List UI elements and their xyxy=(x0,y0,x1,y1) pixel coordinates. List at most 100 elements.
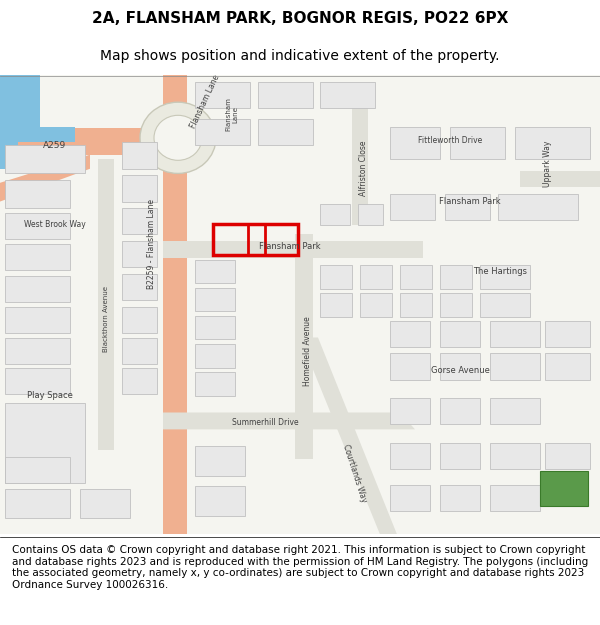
Bar xyxy=(390,353,430,379)
Bar xyxy=(360,265,392,289)
Bar xyxy=(445,194,490,220)
Bar xyxy=(490,353,540,379)
Text: Flansham
Lane: Flansham Lane xyxy=(226,98,239,131)
Bar xyxy=(360,294,392,317)
Text: Flansham Lane: Flansham Lane xyxy=(188,73,221,129)
Bar xyxy=(122,208,157,234)
Bar xyxy=(390,398,430,424)
Bar xyxy=(440,265,472,289)
Text: Gorse Avenue: Gorse Avenue xyxy=(431,366,490,375)
Text: Summerhill Drive: Summerhill Drive xyxy=(232,418,298,428)
Bar xyxy=(358,204,383,225)
Bar xyxy=(390,321,430,347)
Bar xyxy=(440,485,480,511)
Bar xyxy=(440,398,480,424)
Bar xyxy=(0,128,200,154)
Bar xyxy=(515,126,590,159)
Bar xyxy=(295,234,313,459)
Bar xyxy=(390,485,430,511)
Bar xyxy=(5,244,70,270)
Bar xyxy=(195,372,235,396)
Bar xyxy=(400,294,432,317)
Bar xyxy=(490,485,540,511)
Bar xyxy=(122,274,157,300)
Bar xyxy=(195,344,235,367)
Bar xyxy=(163,241,423,258)
Polygon shape xyxy=(0,154,90,201)
Bar xyxy=(545,442,590,469)
Bar xyxy=(5,456,70,482)
Circle shape xyxy=(154,115,202,160)
Circle shape xyxy=(140,102,216,173)
Bar xyxy=(520,171,600,187)
Bar xyxy=(195,81,250,107)
Bar xyxy=(5,145,85,173)
Bar xyxy=(5,489,70,518)
Bar xyxy=(498,194,578,220)
Text: Contains OS data © Crown copyright and database right 2021. This information is : Contains OS data © Crown copyright and d… xyxy=(12,545,588,590)
Text: Courtlands Way: Courtlands Way xyxy=(341,443,368,504)
Bar xyxy=(195,486,245,516)
Bar xyxy=(122,142,157,169)
Bar xyxy=(352,94,368,225)
Bar xyxy=(320,204,350,225)
Polygon shape xyxy=(300,338,397,534)
Bar xyxy=(213,224,298,255)
Bar xyxy=(490,442,540,469)
Text: Homefield Avenue: Homefield Avenue xyxy=(304,317,313,386)
Text: Flansham Park: Flansham Park xyxy=(259,242,321,251)
Bar xyxy=(545,353,590,379)
Polygon shape xyxy=(163,412,415,429)
Bar xyxy=(122,306,157,332)
Bar xyxy=(5,213,70,239)
Text: The Hartings: The Hartings xyxy=(473,268,527,276)
Bar xyxy=(440,442,480,469)
Bar xyxy=(490,321,540,347)
Bar xyxy=(5,338,70,364)
Bar xyxy=(258,119,313,145)
Bar xyxy=(98,159,114,450)
Bar xyxy=(258,81,313,107)
Text: Map shows position and indicative extent of the property.: Map shows position and indicative extent… xyxy=(100,49,500,63)
Bar xyxy=(195,316,235,339)
Bar xyxy=(195,288,235,311)
Text: Fittleworth Drive: Fittleworth Drive xyxy=(418,136,482,145)
Bar xyxy=(320,81,375,107)
Bar xyxy=(195,260,235,283)
Bar xyxy=(122,175,157,201)
Bar xyxy=(490,398,540,424)
Bar xyxy=(545,321,590,347)
Polygon shape xyxy=(0,126,75,142)
Bar xyxy=(440,353,480,379)
Text: Alfriston Close: Alfriston Close xyxy=(359,141,367,196)
Bar xyxy=(390,126,440,159)
Bar xyxy=(320,265,352,289)
Text: B2259 - Flansham Lane: B2259 - Flansham Lane xyxy=(148,199,157,289)
Text: West Brook Way: West Brook Way xyxy=(24,221,86,229)
Text: Flansham Park: Flansham Park xyxy=(439,197,501,206)
Bar xyxy=(5,403,85,482)
Bar xyxy=(450,126,505,159)
Bar xyxy=(440,321,480,347)
Bar xyxy=(390,194,435,220)
Bar xyxy=(5,368,70,394)
Bar xyxy=(5,306,70,332)
Bar xyxy=(163,75,187,534)
Text: Play Space: Play Space xyxy=(27,391,73,400)
Bar xyxy=(320,294,352,317)
Bar xyxy=(480,294,530,317)
Bar xyxy=(195,446,245,476)
Bar xyxy=(440,294,472,317)
Bar xyxy=(5,180,70,208)
Bar xyxy=(122,338,157,364)
Bar xyxy=(122,368,157,394)
Polygon shape xyxy=(0,75,18,169)
Text: Blackthorn Avenue: Blackthorn Avenue xyxy=(103,286,109,352)
Text: A259: A259 xyxy=(43,141,67,150)
Bar xyxy=(540,471,588,506)
Bar xyxy=(195,119,250,145)
Bar xyxy=(390,442,430,469)
Bar xyxy=(480,265,530,289)
Bar xyxy=(400,265,432,289)
Text: Uppark Way: Uppark Way xyxy=(544,141,553,188)
